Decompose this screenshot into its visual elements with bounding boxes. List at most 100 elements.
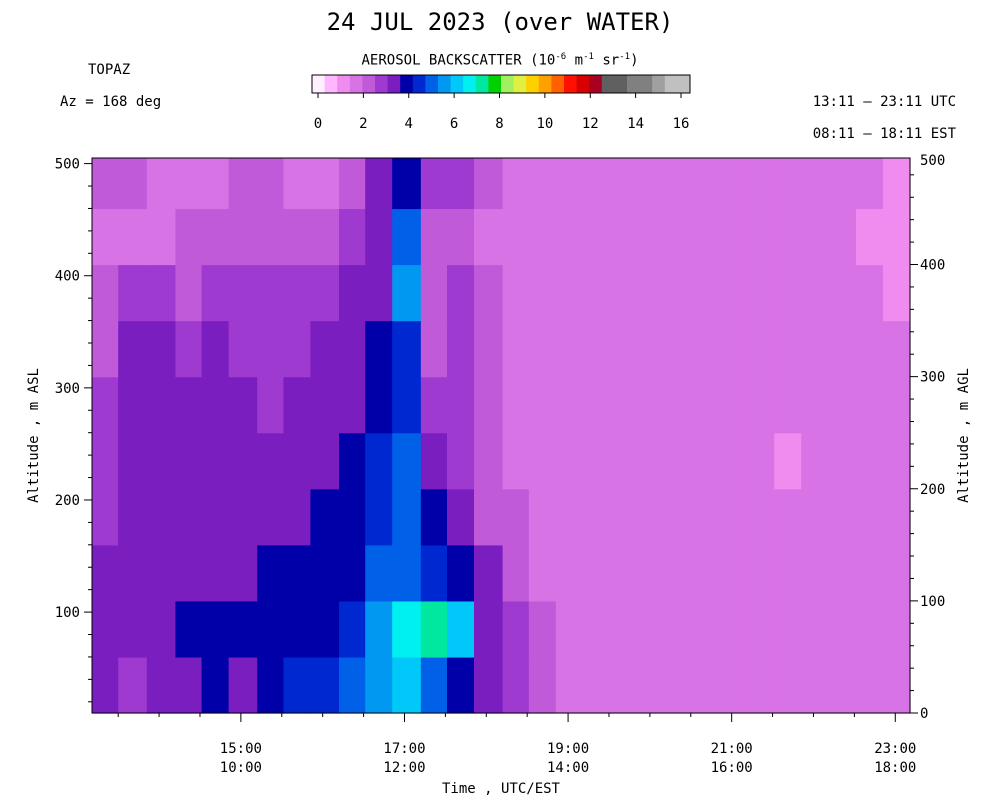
- heatmap-cell: [310, 264, 340, 322]
- heatmap-cell: [175, 544, 203, 602]
- heatmap-cell: [666, 208, 694, 266]
- x-axis-title: Time , UTC/EST: [442, 781, 561, 797]
- heatmap-cell: [774, 208, 802, 266]
- heatmap-cell: [555, 320, 586, 378]
- heatmap-cell: [365, 376, 393, 434]
- right-axis-title: Altitude , m AGL: [956, 368, 972, 503]
- heatmap-cell: [856, 656, 884, 714]
- colorbar-swatch: [463, 75, 477, 93]
- site-label: TOPAZ: [88, 62, 131, 78]
- heatmap-cell: [310, 600, 340, 658]
- heatmap-cell: [201, 544, 230, 602]
- heatmap-cell: [774, 158, 802, 210]
- heatmap-cell: [528, 488, 557, 546]
- heatmap-cell: [748, 600, 775, 658]
- colorbar-swatch: [601, 75, 615, 93]
- heatmap-cell: [201, 656, 230, 714]
- heatmap-cell: [774, 600, 802, 658]
- heatmap-cell: [420, 432, 448, 490]
- heatmap-cell: [447, 208, 475, 266]
- heatmap-cell: [92, 264, 119, 322]
- heatmap-cell: [201, 320, 230, 378]
- colorbar-swatch: [589, 75, 603, 93]
- left-axis-title: Altitude , m ASL: [26, 368, 42, 503]
- heatmap-cell: [692, 432, 720, 490]
- heatmap-cell: [719, 264, 749, 322]
- heatmap-cell: [774, 432, 802, 490]
- heatmap-cell: [748, 158, 775, 210]
- heatmap-cell: [420, 158, 448, 210]
- heatmap-cell: [748, 320, 775, 378]
- heatmap-cell: [175, 432, 203, 490]
- heatmap-cell: [283, 158, 311, 210]
- heatmap-cell: [829, 488, 857, 546]
- heatmap-cell: [365, 600, 393, 658]
- heatmap-cell: [310, 158, 340, 210]
- heatmap-cell: [310, 656, 340, 714]
- x-tick-label-utc: 17:00: [383, 741, 425, 757]
- heatmap-cell: [856, 320, 884, 378]
- heatmap-cell: [310, 320, 340, 378]
- heatmap-cell: [392, 600, 422, 658]
- heatmap-cell: [774, 376, 802, 434]
- heatmap-cell: [719, 544, 749, 602]
- heatmap-cell: [692, 320, 720, 378]
- heatmap-cell: [637, 544, 667, 602]
- heatmap-cell: [748, 208, 775, 266]
- heatmap-cell: [637, 432, 667, 490]
- heatmap-cell: [146, 158, 177, 210]
- heatmap-cell: [555, 208, 586, 266]
- heatmap-cell: [801, 208, 831, 266]
- heatmap-cell: [474, 432, 504, 490]
- heatmap-cell: [584, 432, 612, 490]
- right-tick-label: 0: [920, 706, 928, 722]
- heatmap-cell: [801, 544, 831, 602]
- heatmap-cell: [856, 488, 884, 546]
- heatmap-cell: [201, 600, 230, 658]
- heatmap-cell: [228, 264, 258, 322]
- heatmap-cell: [829, 376, 857, 434]
- heatmap-cell: [829, 264, 857, 322]
- heatmap-cell: [883, 376, 911, 434]
- left-tick-label: 300: [55, 381, 80, 397]
- heatmap-cell: [365, 656, 393, 714]
- heatmap-cell: [502, 544, 530, 602]
- heatmap-cell: [283, 208, 311, 266]
- heatmap-cell: [748, 488, 775, 546]
- heatmap-cell: [610, 376, 639, 434]
- heatmap-cell: [474, 158, 504, 210]
- heatmap-cell: [666, 264, 694, 322]
- heatmap-cell: [118, 600, 148, 658]
- heatmap-cell: [228, 320, 258, 378]
- heatmap-cell: [228, 208, 258, 266]
- heatmap-cell: [774, 320, 802, 378]
- heatmap-cell: [774, 544, 802, 602]
- heatmap-cell: [447, 544, 475, 602]
- colorbar-swatch: [349, 75, 363, 93]
- heatmap-cell: [666, 488, 694, 546]
- colorbar-tick-label: 8: [495, 116, 503, 132]
- colorbar-tick-label: 12: [582, 116, 599, 132]
- heatmap-cell: [365, 320, 393, 378]
- heatmap-cell: [801, 320, 831, 378]
- heatmap-cell: [637, 376, 667, 434]
- heatmap-cell: [748, 376, 775, 434]
- heatmap-cell: [748, 264, 775, 322]
- heatmap-cell: [283, 656, 311, 714]
- right-tick-label: 400: [920, 258, 945, 274]
- heatmap-cell: [719, 376, 749, 434]
- heatmap-cell: [502, 208, 530, 266]
- colorbar-swatch: [324, 75, 338, 93]
- heatmap-cell: [801, 432, 831, 490]
- heatmap-cell: [528, 656, 557, 714]
- heatmap-cell: [502, 488, 530, 546]
- heatmap-cell: [392, 320, 422, 378]
- colorbar-tick-label: 10: [536, 116, 553, 132]
- heatmap-cell: [92, 320, 119, 378]
- heatmap-cell: [339, 488, 366, 546]
- heatmap-cell: [584, 376, 612, 434]
- azimuth-label: Az = 168 deg: [60, 94, 162, 110]
- colorbar-swatch: [475, 75, 489, 93]
- heatmap-cell: [175, 600, 203, 658]
- heatmap-cell: [856, 600, 884, 658]
